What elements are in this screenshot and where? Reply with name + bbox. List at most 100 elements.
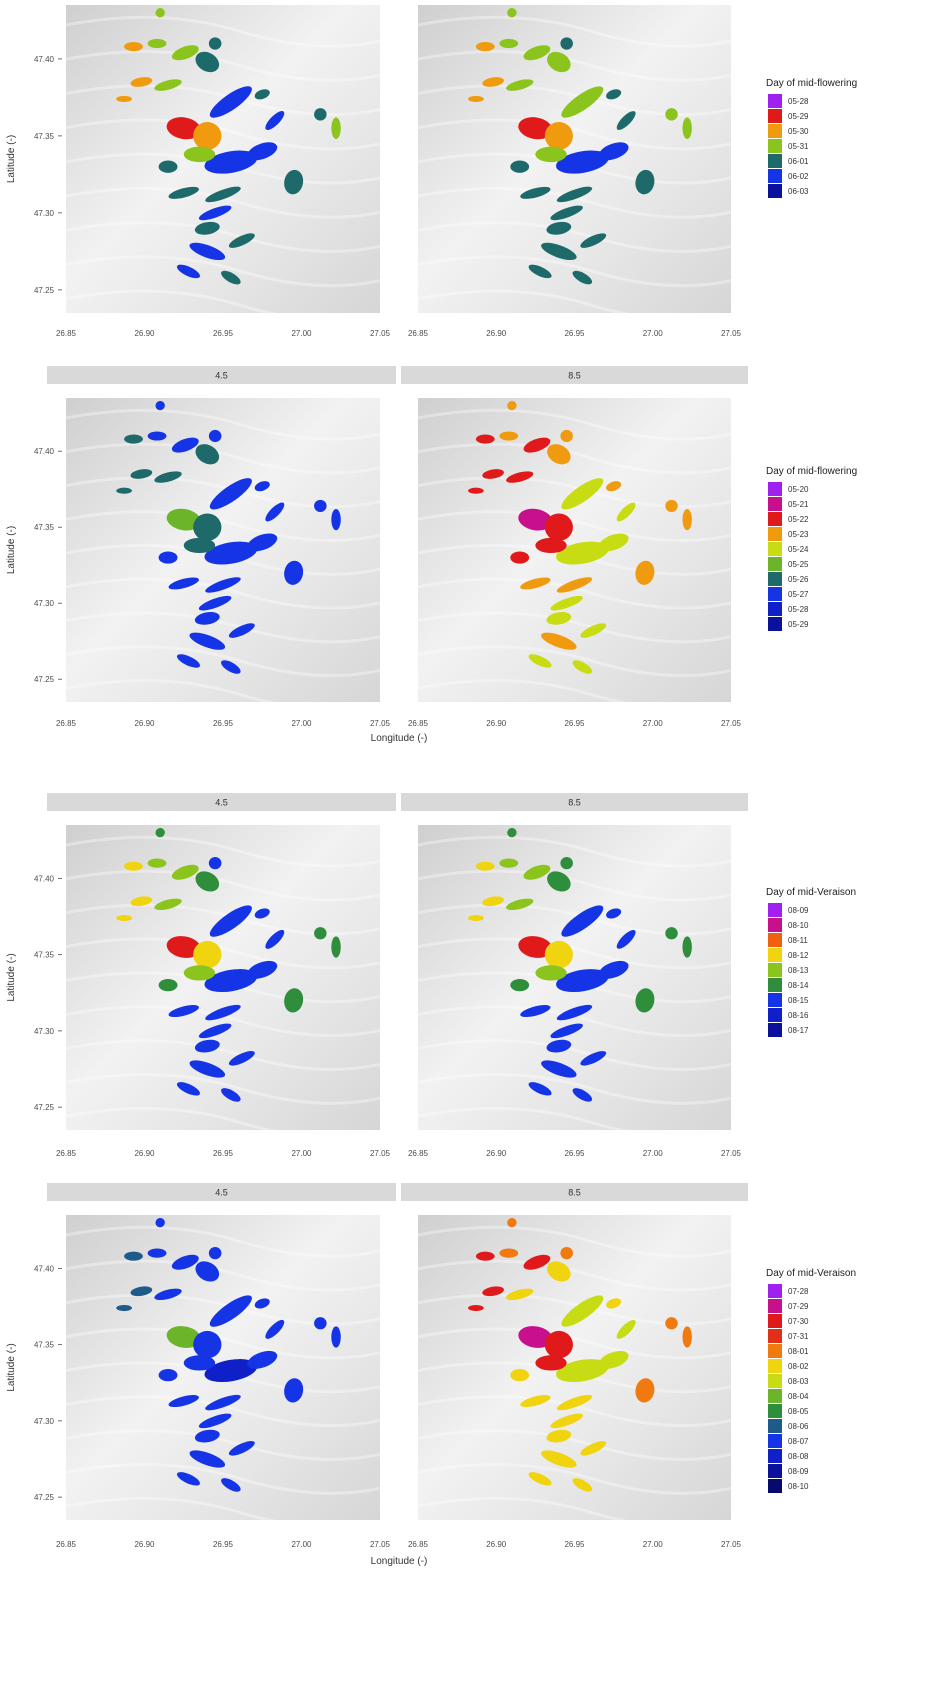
vineyard-parcel [247, 533, 278, 552]
vineyard-parcel [130, 1286, 153, 1297]
vineyard-parcel [331, 936, 341, 958]
vineyard-parcel [189, 1450, 226, 1468]
vineyard-parcel [189, 1060, 226, 1078]
vineyard-parcel [544, 1330, 573, 1359]
x-tick-label: 26.95 [564, 1540, 585, 1549]
vineyard-parcel [510, 979, 530, 992]
facet-strip [401, 793, 748, 811]
vineyard-parcel [482, 469, 504, 479]
legend-label: 08-06 [788, 1422, 809, 1431]
vineyard-parcel [546, 1429, 572, 1443]
vineyard-parcel [247, 960, 278, 979]
facet-strip-label: 4.5 [215, 798, 228, 808]
vineyard-parcel [580, 1441, 607, 1456]
legend-label: 08-01 [788, 1347, 809, 1356]
y-tick-label: 47.40 [34, 1264, 55, 1273]
y-tick-label: 47.30 [34, 1417, 55, 1426]
vineyard-parcel [556, 541, 609, 565]
legend-swatch [768, 169, 782, 183]
vineyard-parcel [198, 1023, 232, 1039]
legend-swatch [768, 482, 782, 496]
legend-label: 08-09 [788, 906, 809, 915]
legend-label: 05-29 [788, 620, 809, 629]
x-tick-label: 27.05 [721, 1540, 742, 1549]
vineyard-parcel [665, 108, 678, 121]
x-tick-label: 27.05 [721, 719, 742, 728]
vineyard-parcel [209, 478, 252, 510]
vineyard-parcel [147, 431, 167, 441]
legend: Day of mid-Veraison 07-28 07-29 07-30 07-31 0… [766, 1268, 856, 1493]
legend-swatch [768, 527, 782, 541]
vineyard-parcel [166, 508, 201, 531]
vineyard-parcel [265, 111, 285, 130]
legend-label: 05-30 [788, 127, 809, 136]
vineyard-parcel [284, 169, 304, 195]
vineyard-parcel [183, 965, 216, 981]
y-tick-label: 47.25 [34, 675, 55, 684]
vineyard-parcel [194, 1429, 220, 1443]
vineyard-parcel [541, 632, 577, 650]
vineyard-parcel [635, 169, 655, 195]
facet-strip-label: 4.5 [215, 371, 228, 381]
vineyard-parcel [228, 623, 255, 638]
vineyard-parcel [130, 469, 153, 479]
relief-streak [65, 221, 381, 253]
x-tick-label: 26.85 [56, 1149, 77, 1158]
x-tick-label: 26.90 [134, 719, 155, 728]
legend-swatch [768, 109, 782, 123]
map-panel: 26.85 26.90 26.95 27.00 27.05 [408, 825, 742, 1158]
x-tick-label: 26.90 [134, 1540, 155, 1549]
legend-label: 08-07 [788, 1437, 809, 1446]
map-panel: 26.85 26.90 26.95 27.00 27.05 [408, 398, 742, 728]
vineyard-parcel [195, 1261, 220, 1282]
vineyard-parcel [499, 858, 519, 868]
vineyard-parcel [147, 38, 167, 49]
legend-label: 05-21 [788, 500, 809, 509]
legend-title: Day of mid-Veraison [766, 887, 856, 898]
vineyard-parcel [468, 487, 484, 494]
relief-streak [65, 1005, 381, 1038]
vineyard-parcel [183, 146, 216, 163]
vineyard-parcel [116, 1304, 132, 1312]
vineyard-parcel [547, 1261, 571, 1282]
relief-streak [65, 1225, 381, 1258]
vineyard-parcel [556, 1359, 609, 1383]
legend-swatch [768, 572, 782, 586]
vineyard-parcel [546, 612, 572, 625]
relief-streak [65, 1327, 381, 1360]
legend-label: 08-11 [788, 936, 808, 945]
vineyard-parcel [606, 908, 622, 919]
vineyard-parcel [155, 8, 165, 18]
vineyard-parcel [183, 537, 216, 554]
x-tick-label: 26.90 [486, 1540, 507, 1549]
vineyard-parcel [205, 186, 241, 203]
vineyard-parcel [195, 444, 220, 465]
vineyard-parcel [475, 861, 495, 871]
relief-streak [417, 679, 732, 711]
vineyard-parcel [523, 45, 551, 61]
vineyard-parcel [556, 1394, 593, 1411]
legend-label: 08-10 [788, 1482, 809, 1491]
vineyard-parcel [124, 434, 143, 444]
legend-label: 08-13 [788, 966, 809, 975]
relief-streak [417, 835, 732, 868]
map-panel: 26.85 26.90 26.95 27.00 27.05 [408, 1215, 742, 1549]
vineyard-parcel [154, 79, 182, 91]
vineyard-parcel [580, 1051, 607, 1066]
vineyard-parcel [124, 861, 143, 871]
legend: Day of mid-flowering 05-28 05-29 05-30 05-31… [766, 78, 857, 198]
legend-label: 05-26 [788, 575, 809, 584]
vineyard-parcel [682, 508, 692, 531]
legend-title: Day of mid-flowering [766, 466, 857, 477]
vineyard-parcel [499, 431, 519, 441]
vineyard-parcel [205, 1004, 241, 1021]
vineyard-parcel [155, 1218, 165, 1228]
vineyard-parcel [547, 51, 571, 73]
y-axis-label: Latitude (-) [6, 135, 17, 183]
vineyard-parcel [520, 186, 551, 199]
vineyard-parcel [158, 551, 178, 564]
vineyard-parcel [580, 233, 607, 248]
legend-swatch [768, 617, 782, 631]
map-panel: 26.85 26.90 26.95 27.00 27.05 47.25 47.30 47.35… [34, 825, 391, 1158]
vineyard-parcel [193, 1330, 222, 1359]
